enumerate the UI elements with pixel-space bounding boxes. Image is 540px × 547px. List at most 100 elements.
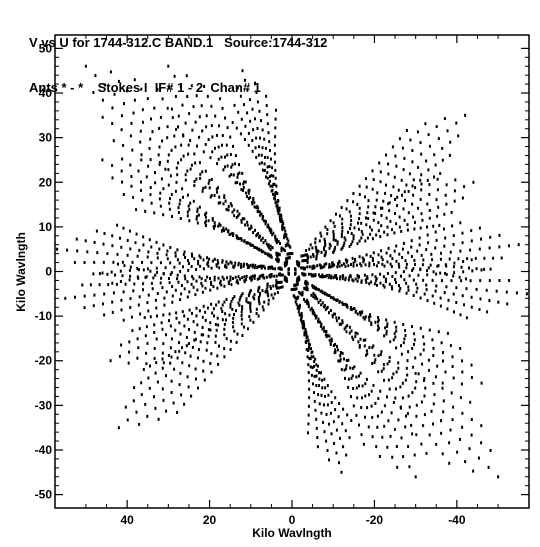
uv-point xyxy=(400,229,403,233)
uv-point xyxy=(266,171,269,175)
uv-point xyxy=(366,406,369,410)
uv-point xyxy=(276,238,278,242)
uv-point xyxy=(252,197,255,200)
uv-point xyxy=(241,307,244,311)
uv-point xyxy=(260,248,263,252)
uv-point xyxy=(382,283,385,287)
uv-point xyxy=(332,276,335,280)
uv-point xyxy=(253,201,256,205)
uv-point xyxy=(426,225,428,229)
uv-point xyxy=(247,264,250,268)
uv-point xyxy=(207,260,210,264)
uv-point xyxy=(233,214,236,218)
uv-point xyxy=(461,411,464,415)
uv-point xyxy=(308,342,310,346)
uv-point xyxy=(308,247,311,251)
uv-point xyxy=(156,88,159,92)
uv-point xyxy=(395,259,398,263)
uv-point xyxy=(177,125,179,129)
uv-point xyxy=(436,214,439,218)
uv-point xyxy=(216,316,219,320)
uv-point xyxy=(254,246,257,249)
uv-point xyxy=(434,163,437,167)
uv-point xyxy=(230,283,233,287)
uv-point xyxy=(488,299,491,303)
uv-point xyxy=(411,432,414,436)
uv-point xyxy=(359,262,362,266)
uv-point xyxy=(356,274,359,277)
uv-point xyxy=(182,133,185,137)
uv-point xyxy=(438,223,441,227)
uv-point xyxy=(177,211,180,214)
uv-point xyxy=(165,253,168,257)
uv-point xyxy=(101,158,104,162)
uv-point xyxy=(424,386,427,390)
uv-point xyxy=(213,226,215,230)
uv-point xyxy=(228,313,231,317)
uv-point xyxy=(238,171,241,175)
uv-point xyxy=(354,310,357,314)
uv-point xyxy=(317,364,319,368)
uv-point xyxy=(245,191,248,195)
uv-point xyxy=(419,178,422,182)
uv-point xyxy=(175,166,178,170)
uv-point xyxy=(286,260,289,264)
uv-point xyxy=(310,306,313,310)
uv-point xyxy=(377,318,380,322)
uv-point xyxy=(219,97,222,101)
uv-point xyxy=(392,185,395,189)
uv-point xyxy=(229,153,232,156)
uv-point xyxy=(159,191,162,195)
uv-point xyxy=(185,335,188,339)
uv-point xyxy=(313,391,315,395)
uv-point xyxy=(307,305,310,309)
uv-point xyxy=(177,280,180,284)
uv-point xyxy=(271,184,274,188)
uv-point xyxy=(312,253,315,256)
uv-point xyxy=(230,165,233,169)
uv-point xyxy=(146,255,149,259)
uv-point xyxy=(225,227,228,231)
uv-point xyxy=(342,407,345,411)
uv-point xyxy=(401,193,403,197)
uv-point xyxy=(237,301,240,305)
uv-point xyxy=(344,276,347,280)
uv-point xyxy=(452,234,455,238)
uv-point xyxy=(214,340,217,344)
uv-point xyxy=(223,347,226,350)
uv-point xyxy=(379,272,382,276)
uv-point xyxy=(89,283,92,287)
uv-point xyxy=(102,302,104,306)
uv-point xyxy=(210,178,213,181)
uv-point xyxy=(335,316,338,320)
uv-point xyxy=(198,135,201,139)
uv-point xyxy=(153,323,156,327)
uv-point xyxy=(249,263,252,267)
uv-point xyxy=(432,354,435,357)
uv-point xyxy=(411,325,413,328)
uv-point xyxy=(272,284,275,288)
uv-point xyxy=(201,290,204,294)
uv-point xyxy=(442,410,445,414)
uv-point xyxy=(337,262,339,265)
uv-point xyxy=(254,228,256,232)
uv-point xyxy=(276,291,279,294)
uv-point xyxy=(335,451,338,455)
uv-point xyxy=(294,272,296,276)
uv-point xyxy=(386,395,388,399)
uv-point xyxy=(304,281,307,285)
uv-point xyxy=(446,129,449,133)
uv-point xyxy=(317,319,319,323)
uv-point xyxy=(316,445,319,449)
uv-point xyxy=(367,315,370,319)
uv-point xyxy=(243,138,246,141)
uv-point xyxy=(238,303,241,307)
uv-point xyxy=(101,98,104,102)
uv-point xyxy=(405,414,407,418)
uv-point xyxy=(426,178,429,182)
uv-point xyxy=(366,276,369,280)
uv-point xyxy=(177,206,180,210)
uv-point xyxy=(161,351,164,355)
uv-point xyxy=(298,264,300,268)
uv-point xyxy=(303,298,305,301)
